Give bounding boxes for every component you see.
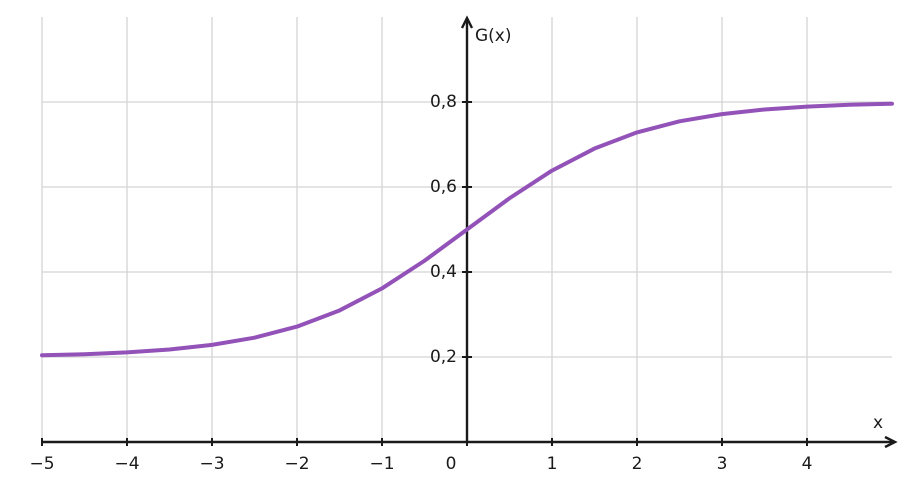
y-axis-arrow: [460, 15, 474, 29]
y-tick-label: 0,2: [430, 347, 457, 367]
x-tick-label: −1: [369, 454, 394, 474]
x-tick-label: 3: [717, 454, 728, 474]
x-tick-label: −3: [199, 454, 224, 474]
x-tick-label: 4: [802, 454, 813, 474]
y-axis-label: G(x): [475, 26, 512, 46]
x-tick-label: 2: [632, 454, 643, 474]
x-tick-label: 1: [547, 454, 558, 474]
x-tick-label: −5: [29, 454, 54, 474]
y-tick-label: 0,4: [430, 262, 457, 282]
curve: [40, 101, 894, 358]
y-tick-label: 0,6: [430, 177, 457, 197]
x-tick-label: 0: [446, 454, 457, 474]
x-tick-label: −4: [114, 454, 139, 474]
x-axis-label: x: [873, 413, 883, 433]
y-tick-label: 0,8: [430, 92, 457, 112]
x-axis-arrow: [884, 435, 898, 449]
x-tick-label: −2: [284, 454, 309, 474]
